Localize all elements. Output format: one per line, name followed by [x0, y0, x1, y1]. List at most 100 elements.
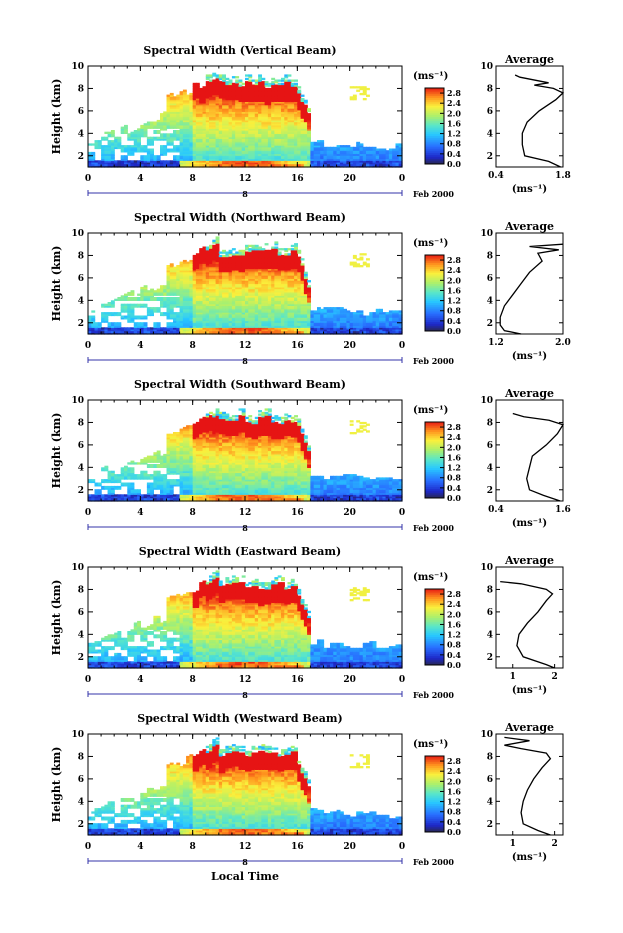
- heatmap-cell: [160, 150, 164, 153]
- heatmap-cell: [264, 148, 269, 151]
- heatmap-cell: [267, 160, 272, 163]
- heatmap-cell: [218, 76, 223, 79]
- heatmap-cell: [212, 84, 217, 87]
- heatmap-cell: [212, 74, 217, 77]
- heatmap-cell: [261, 158, 266, 161]
- heatmap-cell: [231, 150, 236, 153]
- heatmap-cell: [254, 135, 259, 138]
- heatmap-cell: [254, 103, 259, 106]
- heatmap-cell: [205, 113, 210, 116]
- heatmap-cell: [163, 161, 168, 165]
- heatmap-cell: [261, 104, 266, 107]
- heatmap-cell: [189, 153, 194, 156]
- heatmap-cell: [238, 104, 243, 107]
- heatmap-cell: [202, 146, 207, 150]
- heatmap-cell: [179, 133, 184, 136]
- heatmap-cell: [186, 118, 190, 121]
- heatmap-cell: [202, 131, 207, 134]
- heatmap-cell: [192, 141, 197, 145]
- heatmap-cell: [248, 163, 253, 166]
- heatmap-cell: [218, 77, 223, 81]
- heatmap-cell: [114, 161, 119, 165]
- heatmap-cell: [225, 128, 230, 131]
- heatmap-cell: [117, 140, 122, 143]
- heatmap-cell: [163, 123, 168, 126]
- heatmap-cell: [195, 109, 200, 113]
- heatmap-cell: [179, 143, 184, 146]
- heatmap-cell: [186, 133, 190, 136]
- heatmap-cell: [241, 116, 246, 119]
- heatmap-cell: [238, 81, 243, 84]
- heatmap-cell: [120, 130, 125, 133]
- heatmap-cell: [202, 138, 207, 141]
- panel-1: Spectral Width (Vertical Beam)0 4 8 12 16 20 0…: [50, 44, 571, 199]
- heatmap-cell: [166, 123, 171, 126]
- heatmap-cell: [160, 153, 164, 156]
- heatmap-cell: [218, 109, 223, 113]
- heatmap-cell: [127, 163, 132, 166]
- heatmap-cell: [199, 91, 204, 94]
- heatmap-cell: [261, 140, 266, 143]
- heatmap-cell: [251, 136, 256, 139]
- heatmap-cell: [267, 124, 272, 128]
- heatmap-cell: [254, 150, 259, 153]
- heatmap-cell: [173, 103, 177, 106]
- heatmap-cell: [248, 143, 253, 146]
- heatmap-cell: [258, 163, 262, 166]
- colorbar-tick-label: 2.8: [447, 88, 461, 98]
- heatmap-cell: [215, 91, 220, 94]
- heatmap-cell: [238, 165, 243, 168]
- heatmap-cell: [186, 126, 190, 129]
- heatmap-cell: [186, 109, 190, 113]
- heatmap-cell: [245, 126, 249, 129]
- heatmap-cell: [192, 130, 197, 133]
- heatmap-cell: [169, 140, 174, 143]
- heatmap-cell: [199, 143, 204, 146]
- heatmap-cell: [189, 99, 194, 102]
- heatmap-cell: [169, 123, 174, 126]
- heatmap-cell: [238, 116, 243, 119]
- heatmap-cell: [127, 165, 132, 168]
- heatmap-cell: [235, 113, 240, 116]
- heatmap-cell: [127, 135, 132, 138]
- heatmap-cell: [245, 96, 249, 99]
- heatmap-cell: [195, 121, 200, 124]
- heatmap-cell: [173, 109, 177, 113]
- heatmap-cell: [215, 153, 220, 156]
- heatmap-cell: [176, 158, 181, 161]
- average-x-tick-label: 0.4: [488, 171, 504, 181]
- heatmap-cell: [186, 96, 190, 99]
- heatmap-cell: [212, 161, 217, 165]
- heatmap-cell: [235, 141, 240, 145]
- heatmap-cell: [110, 131, 115, 134]
- heatmap-cell: [264, 98, 269, 101]
- heatmap-cell: [264, 138, 269, 141]
- heatmap-cell: [245, 82, 249, 86]
- heatmap-cell: [254, 140, 259, 143]
- heatmap-cell: [176, 101, 181, 104]
- heatmap-cell: [179, 113, 184, 116]
- heatmap-cell: [225, 151, 230, 155]
- heatmap-cell: [160, 161, 164, 165]
- heatmap-cell: [235, 96, 240, 99]
- colorbar-tick-label: 1.6: [447, 118, 461, 128]
- heatmap-cell: [222, 123, 226, 126]
- heatmap-cell: [179, 126, 184, 129]
- heatmap-cell: [209, 165, 213, 168]
- heatmap-cell: [231, 143, 236, 146]
- heatmap-cell: [186, 146, 190, 150]
- heatmap-cell: [179, 121, 184, 124]
- heatmap-cell: [153, 156, 158, 160]
- heatmap-cell: [114, 160, 119, 163]
- heatmap-cell: [169, 121, 174, 124]
- heatmap-cell: [199, 106, 204, 109]
- heatmap-cell: [189, 150, 194, 153]
- heatmap-cell: [104, 150, 109, 153]
- heatmap-cell: [238, 130, 243, 133]
- heatmap-cell: [205, 76, 210, 79]
- heatmap-cell: [189, 92, 194, 96]
- heatmap-cell: [104, 160, 109, 163]
- heatmap-cell: [267, 150, 272, 153]
- heatmap-cell: [235, 153, 240, 156]
- heatmap-cell: [238, 161, 243, 165]
